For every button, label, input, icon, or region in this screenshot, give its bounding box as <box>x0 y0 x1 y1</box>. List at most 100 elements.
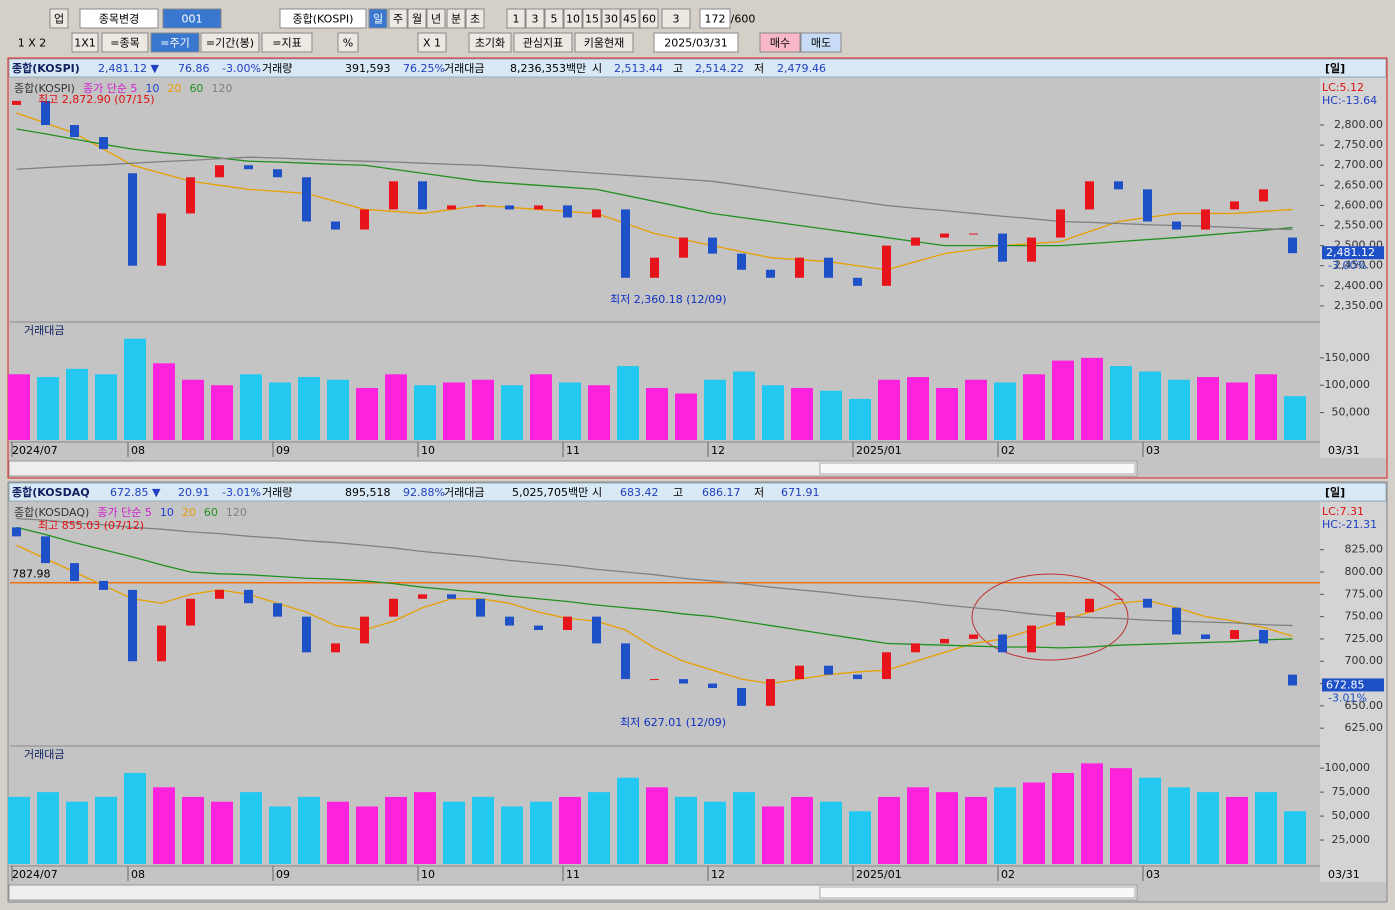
toolbar-button[interactable] <box>150 32 200 53</box>
candle <box>998 233 1007 262</box>
toolbar-button[interactable] <box>368 8 388 29</box>
toolbar-label[interactable]: 초기화 <box>475 37 505 50</box>
y-tick-label: 75,000 <box>1332 785 1371 798</box>
volume-bar <box>95 374 117 440</box>
toolbar-button[interactable] <box>639 8 659 29</box>
toolbar-button[interactable] <box>468 32 512 53</box>
toolbar-button[interactable] <box>200 32 260 53</box>
toolbar-label[interactable]: 일 <box>373 12 383 26</box>
toolbar-button[interactable] <box>653 32 739 53</box>
toolbar-label[interactable]: 3 <box>532 13 539 26</box>
toolbar-label[interactable]: 1X1 <box>74 37 96 50</box>
toolbar-button[interactable] <box>337 32 359 53</box>
candle <box>215 589 224 599</box>
toolbar-button[interactable] <box>513 32 573 53</box>
toolbar-button[interactable] <box>49 8 69 29</box>
toolbar-button[interactable] <box>79 8 159 29</box>
toolbar-button[interactable] <box>574 32 634 53</box>
toolbar-label[interactable]: X 1 <box>423 37 441 50</box>
toolbar-label[interactable]: 키움현재 <box>584 37 624 50</box>
toolbar-button[interactable] <box>601 8 621 29</box>
volume-bar <box>1139 777 1161 864</box>
volume-bar <box>965 379 987 440</box>
toolbar-button[interactable] <box>620 8 640 29</box>
toolbar-label[interactable]: 60 <box>642 13 656 26</box>
toolbar-label[interactable]: 종목변경 <box>99 13 139 26</box>
toolbar-button[interactable] <box>525 8 545 29</box>
volume-bar <box>1226 382 1248 440</box>
toolbar-button[interactable] <box>563 8 583 29</box>
toolbar-label[interactable]: 45 <box>623 13 637 26</box>
toolbar-button[interactable] <box>417 32 447 53</box>
toolbar-label[interactable]: 5 <box>551 13 558 26</box>
volume-bar <box>298 377 320 440</box>
toolbar-button[interactable] <box>279 8 367 29</box>
legend-entry: 20 <box>182 506 196 519</box>
toolbar-label[interactable]: 월 <box>412 13 422 26</box>
y-tick-label: 50,000 <box>1332 809 1371 822</box>
toolbar-label[interactable]: 1 X 2 <box>18 37 47 50</box>
toolbar-button[interactable] <box>465 8 485 29</box>
candle <box>853 674 862 680</box>
period-label: [일] <box>1325 485 1345 499</box>
toolbar-label[interactable]: % <box>343 37 353 50</box>
toolbar-label[interactable]: 초 <box>470 13 480 26</box>
volume-bar <box>95 796 117 864</box>
candle <box>911 237 920 246</box>
volume-bar <box>298 796 320 864</box>
toolbar-label[interactable]: 분 <box>451 13 461 26</box>
volume-bar <box>472 796 494 864</box>
volume-bar <box>8 374 30 440</box>
toolbar-label[interactable]: 001 <box>182 13 203 26</box>
toolbar-label[interactable]: /600 <box>731 13 756 26</box>
toolbar-label[interactable]: =주기 <box>160 37 189 50</box>
header-field: 92.88% <box>403 486 445 499</box>
toolbar-button[interactable] <box>446 8 466 29</box>
toolbar-label[interactable]: 3 <box>673 13 680 26</box>
y-tick-label: 775.00 <box>1345 587 1384 600</box>
toolbar-button[interactable] <box>699 8 731 29</box>
toolbar-label[interactable]: 관심지표 <box>523 37 563 50</box>
volume-bar <box>704 379 726 440</box>
toolbar-label[interactable]: 15 <box>585 13 599 26</box>
toolbar-button[interactable] <box>800 32 842 53</box>
toolbar-label[interactable]: =지표 <box>272 37 301 50</box>
x-tick-label: 09 <box>276 868 290 881</box>
toolbar-button[interactable] <box>101 32 149 53</box>
toolbar-button[interactable] <box>388 8 408 29</box>
toolbar-button[interactable] <box>661 8 691 29</box>
toolbar-button[interactable] <box>426 8 446 29</box>
volume-bar <box>530 374 552 440</box>
toolbar-button[interactable] <box>162 8 222 29</box>
volume-bar <box>443 801 465 864</box>
candle <box>99 580 108 590</box>
volume-bar <box>385 374 407 440</box>
toolbar-button[interactable] <box>544 8 564 29</box>
toolbar-label[interactable]: 172 <box>705 13 726 26</box>
candle <box>1230 201 1239 210</box>
toolbar-button[interactable] <box>71 32 99 53</box>
toolbar-label[interactable]: 1 <box>513 13 520 26</box>
volume-bar <box>617 366 639 440</box>
toolbar-label[interactable]: 업 <box>54 13 64 26</box>
scroll-thumb[interactable] <box>819 462 1136 475</box>
toolbar-button[interactable] <box>407 8 427 29</box>
scroll-thumb[interactable] <box>819 886 1136 899</box>
toolbar-label[interactable]: 매도 <box>811 37 831 50</box>
toolbar-button[interactable] <box>506 8 526 29</box>
toolbar-label[interactable]: 종합(KOSPI) <box>293 13 354 26</box>
toolbar-button[interactable] <box>261 32 313 53</box>
header-field: 고 <box>673 62 683 75</box>
candle <box>360 209 369 230</box>
toolbar-label[interactable]: 주 <box>393 13 403 26</box>
toolbar-label[interactable]: 10 <box>566 13 580 26</box>
toolbar-label[interactable]: 30 <box>604 13 618 26</box>
toolbar-label[interactable]: 매수 <box>770 37 790 50</box>
toolbar-label[interactable]: 2025/03/31 <box>664 37 727 50</box>
toolbar-label[interactable]: 년 <box>431 13 441 26</box>
toolbar-label[interactable]: =종목 <box>110 37 139 50</box>
toolbar-label[interactable]: =기간(봉) <box>206 37 254 50</box>
toolbar-button[interactable] <box>582 8 602 29</box>
candle <box>12 527 21 537</box>
toolbar-button[interactable] <box>759 32 801 53</box>
